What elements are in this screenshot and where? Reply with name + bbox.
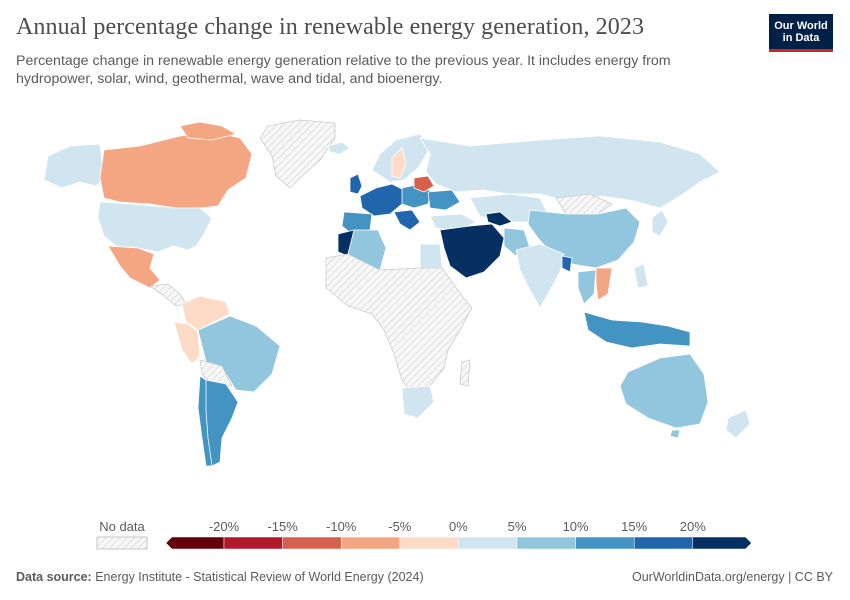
- logo-line-1: Our World: [774, 19, 828, 32]
- legend-tick-label: -10%: [326, 519, 357, 534]
- region-tasmania[interactable]: [669, 429, 681, 439]
- region-italy-balkans[interactable]: [393, 209, 421, 231]
- legend-tick-label: 20%: [680, 519, 706, 534]
- region-india[interactable]: [515, 243, 565, 309]
- region-africa[interactable]: [325, 253, 473, 397]
- region-thailand[interactable]: [577, 269, 597, 305]
- region-japan[interactable]: [651, 209, 669, 237]
- region-middle-east[interactable]: [439, 223, 505, 279]
- legend-bin[interactable]: [633, 536, 694, 550]
- region-south-africa[interactable]: [401, 385, 435, 419]
- source-text: Energy Institute - Statistical Review of…: [95, 570, 424, 584]
- region-canada[interactable]: [99, 131, 253, 209]
- region-canada-islands[interactable]: [179, 121, 237, 141]
- legend-color-bins: [165, 536, 752, 550]
- region-vietnam[interactable]: [595, 267, 613, 301]
- region-australia[interactable]: [619, 353, 709, 429]
- chart-subtitle: Percentage change in renewable energy ge…: [16, 53, 671, 87]
- legend-tick-labels: -20% -15% -10% -5% 0% 5% 10% 15% 20%: [209, 519, 706, 534]
- world-map: [43, 119, 751, 467]
- region-argentina[interactable]: [205, 379, 239, 467]
- legend-tick-label: -20%: [209, 519, 240, 534]
- region-bangladesh[interactable]: [561, 255, 573, 273]
- region-western-europe[interactable]: [359, 183, 405, 217]
- legend-bin[interactable]: [340, 536, 401, 550]
- footer-url[interactable]: OurWorldinData.org/energy | CC BY: [631, 570, 833, 584]
- legend-bin[interactable]: [165, 536, 225, 550]
- region-sweden[interactable]: [391, 147, 407, 179]
- owid-logo[interactable]: Our World in Data: [769, 14, 833, 52]
- legend-no-data-label: No data: [99, 519, 145, 534]
- map-legend: No data -20% -15% -10% -5% 0% 5% 10% 15% 20%: [96, 519, 752, 550]
- logo-line-2: in Data: [782, 31, 820, 44]
- region-usa[interactable]: [97, 201, 213, 253]
- region-mongolia[interactable]: [555, 193, 613, 215]
- region-central-america[interactable]: [149, 283, 187, 307]
- region-russia[interactable]: [419, 135, 721, 209]
- footer-source: Data source: Energy Institute - Statisti…: [16, 570, 424, 584]
- legend-bin[interactable]: [458, 536, 518, 550]
- region-iceland[interactable]: [327, 141, 351, 155]
- legend-tick-label: 15%: [621, 519, 647, 534]
- legend-tick-label: -5%: [388, 519, 412, 534]
- legend-bin[interactable]: [692, 536, 752, 550]
- legend-bin[interactable]: [282, 536, 342, 550]
- legend-bin[interactable]: [575, 536, 635, 550]
- region-uzbekistan[interactable]: [485, 211, 513, 227]
- region-egypt[interactable]: [419, 243, 443, 269]
- region-indonesia[interactable]: [583, 311, 691, 349]
- legend-bin[interactable]: [223, 536, 283, 550]
- region-peru[interactable]: [173, 321, 201, 365]
- region-madagascar[interactable]: [459, 359, 471, 387]
- legend-tick-label: 10%: [563, 519, 589, 534]
- legend-no-data-swatch: [96, 536, 148, 550]
- legend-bin[interactable]: [399, 536, 459, 550]
- region-ukraine[interactable]: [427, 189, 461, 211]
- region-uk[interactable]: [349, 173, 363, 195]
- region-colombia-venezuela[interactable]: [181, 295, 231, 331]
- region-alaska[interactable]: [43, 143, 105, 189]
- region-belarus[interactable]: [413, 175, 435, 193]
- legend-tick-label: 5%: [508, 519, 527, 534]
- region-mexico[interactable]: [107, 245, 161, 289]
- legend-tick-label: -15%: [267, 519, 298, 534]
- region-greenland[interactable]: [259, 119, 336, 189]
- chart-title: Annual percentage change in renewable en…: [16, 14, 645, 40]
- region-new-zealand[interactable]: [725, 409, 751, 439]
- source-label: Data source:: [16, 570, 92, 584]
- region-philippines[interactable]: [633, 263, 649, 289]
- legend-tick-label: 0%: [449, 519, 468, 534]
- legend-bin[interactable]: [516, 536, 576, 550]
